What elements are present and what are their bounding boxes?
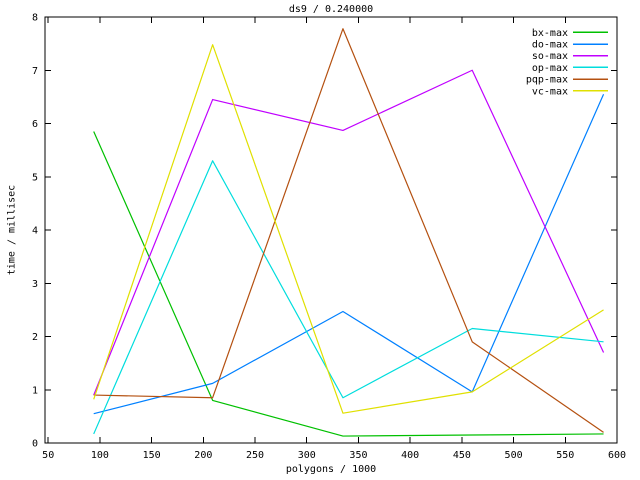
y-tick-label: 3 xyxy=(32,279,38,290)
series-line-op-max xyxy=(93,160,604,435)
legend-label-vc-max: vc-max xyxy=(532,86,568,97)
series-line-so-max xyxy=(93,69,605,396)
y-tick-label: 2 xyxy=(32,332,38,343)
x-axis-label: polygons / 1000 xyxy=(285,464,377,475)
legend-label-do-max: do-max xyxy=(532,40,568,51)
y-tick-label: 4 xyxy=(32,226,38,237)
x-tick-label: 600 xyxy=(608,450,626,461)
series-line-vc-max xyxy=(93,44,604,414)
x-tick-label: 550 xyxy=(556,450,574,461)
x-tick-label: 350 xyxy=(349,450,367,461)
y-tick-label: 6 xyxy=(32,119,38,130)
legend-label-op-max: op-max xyxy=(532,63,568,74)
series-line-pqp-max xyxy=(93,28,604,433)
chart-title: ds9 / 0.240000 xyxy=(288,4,374,15)
legend-label-bx-max: bx-max xyxy=(532,28,568,39)
x-tick-label: 300 xyxy=(298,450,316,461)
x-tick-label: 50 xyxy=(42,450,54,461)
y-tick-label: 5 xyxy=(32,172,38,183)
y-tick-label: 0 xyxy=(32,439,38,450)
legend-label-pqp-max: pqp-max xyxy=(526,75,568,86)
x-tick-label: 500 xyxy=(505,450,523,461)
y-tick-label: 8 xyxy=(32,13,38,24)
y-tick-label: 7 xyxy=(32,66,38,77)
y-tick-label: 1 xyxy=(32,385,38,396)
x-tick-label: 250 xyxy=(246,450,264,461)
legend-label-so-max: so-max xyxy=(532,51,568,62)
x-tick-label: 450 xyxy=(453,450,471,461)
series-line-do-max xyxy=(93,93,605,415)
x-tick-label: 100 xyxy=(91,450,109,461)
x-tick-label: 200 xyxy=(194,450,212,461)
x-tick-label: 150 xyxy=(143,450,161,461)
series-line-bx-max xyxy=(93,131,604,437)
y-axis-label: time / millisec xyxy=(6,184,18,276)
x-tick-label: 400 xyxy=(401,450,419,461)
